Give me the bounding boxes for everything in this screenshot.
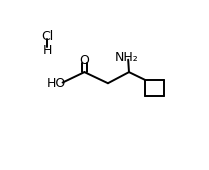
- Text: NH₂: NH₂: [115, 50, 138, 64]
- Text: H: H: [42, 44, 52, 57]
- Text: O: O: [79, 54, 89, 67]
- Text: Cl: Cl: [41, 30, 53, 43]
- Text: HO: HO: [46, 77, 66, 90]
